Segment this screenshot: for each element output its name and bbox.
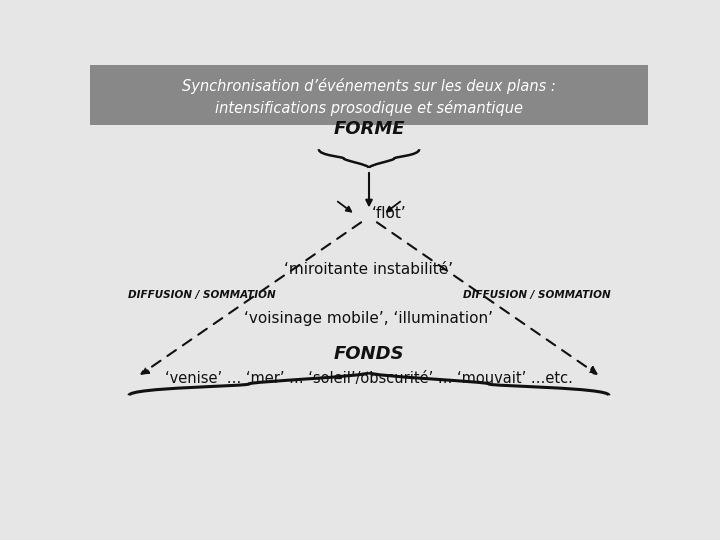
Text: DIFFUSION / SOMMATION: DIFFUSION / SOMMATION [127, 289, 276, 300]
Text: ‘flot’: ‘flot’ [372, 206, 407, 221]
Text: intensifications prosodique et sémantique: intensifications prosodique et sémantiqu… [215, 100, 523, 116]
Text: Synchronisation d’événements sur les deux plans :: Synchronisation d’événements sur les deu… [182, 78, 556, 94]
Text: FORME: FORME [333, 120, 405, 138]
Text: ‘voisinage mobile’, ‘illumination’: ‘voisinage mobile’, ‘illumination’ [245, 311, 493, 326]
Text: DIFFUSION / SOMMATION: DIFFUSION / SOMMATION [462, 289, 611, 300]
Text: ‘miroitante instabilité’: ‘miroitante instabilité’ [284, 261, 454, 276]
Text: FONDS: FONDS [333, 345, 405, 363]
FancyBboxPatch shape [90, 65, 648, 125]
Text: ‘venise’ … ‘mer’ … ‘soleil’/obscurité’ … ‘mouvait’ …etc.: ‘venise’ … ‘mer’ … ‘soleil’/obscurité’ …… [165, 371, 573, 386]
